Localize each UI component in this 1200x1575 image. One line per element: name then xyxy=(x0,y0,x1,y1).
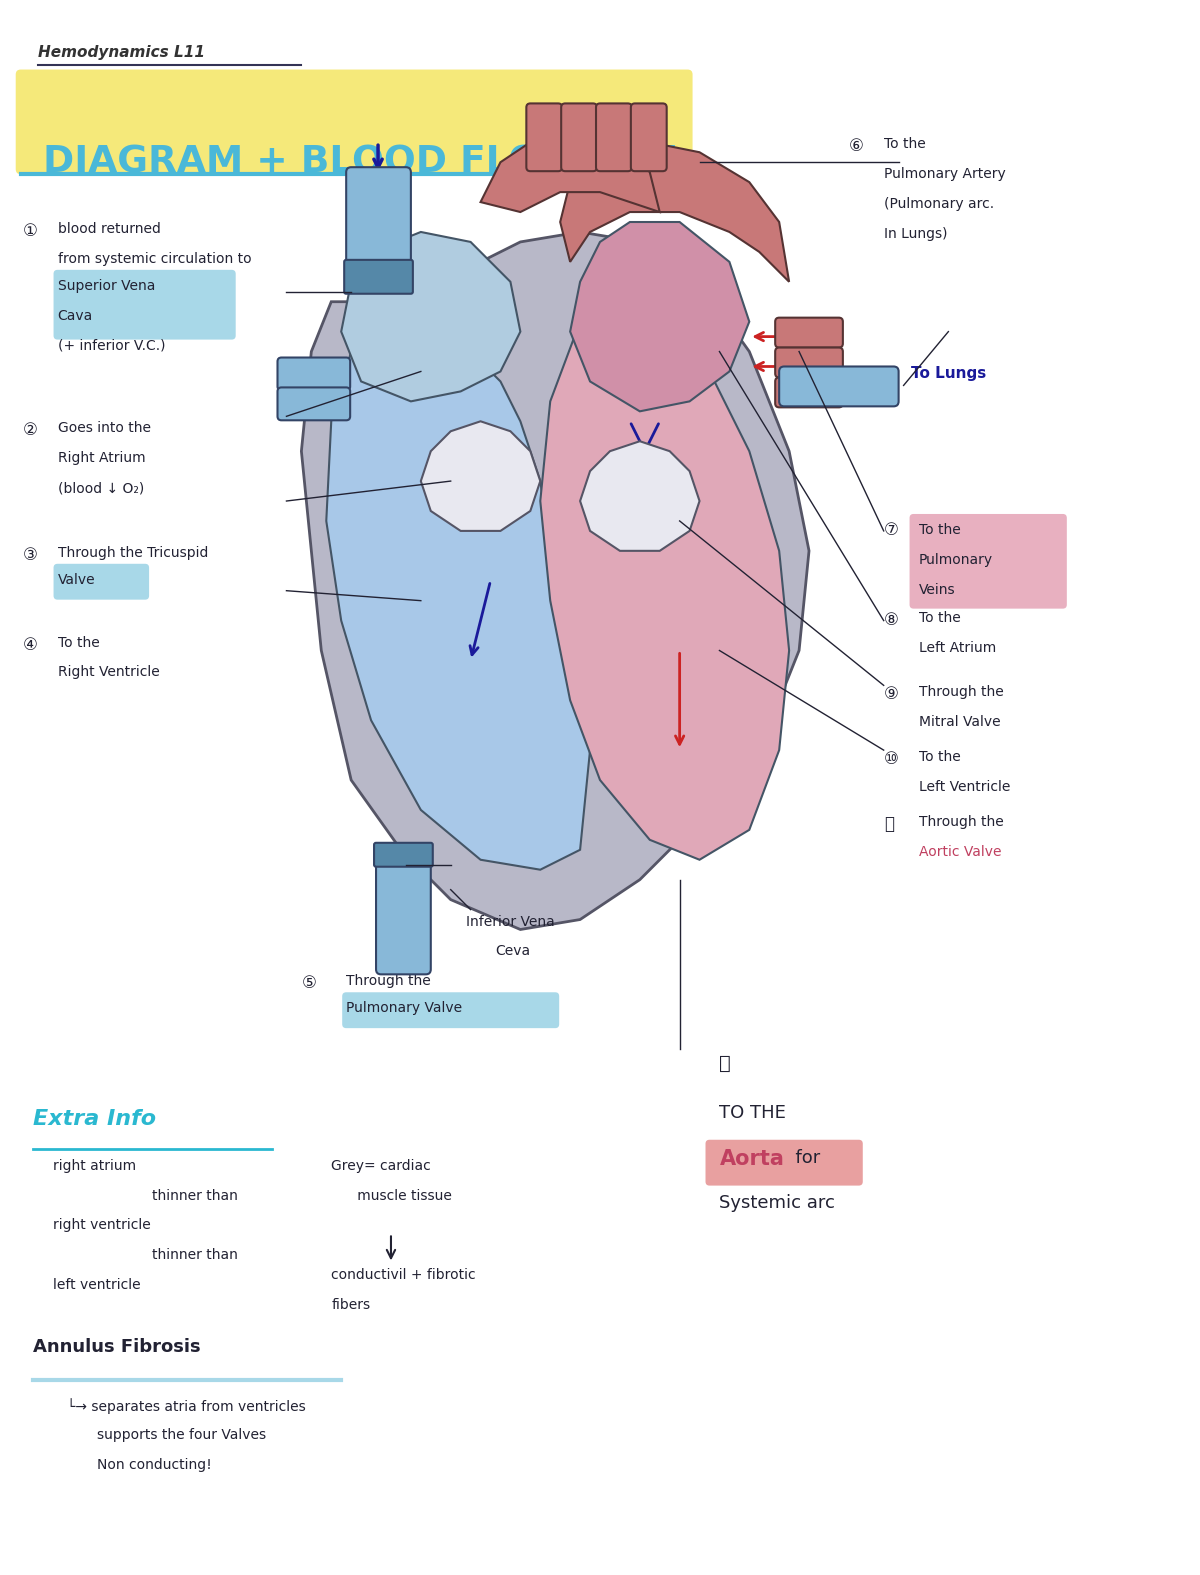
Text: (blood ↓ O₂): (blood ↓ O₂) xyxy=(58,480,144,495)
FancyBboxPatch shape xyxy=(775,378,842,408)
Polygon shape xyxy=(580,441,700,551)
Text: fibers: fibers xyxy=(331,1298,371,1312)
Text: Left Ventricle: Left Ventricle xyxy=(918,780,1010,794)
Text: ⑨: ⑨ xyxy=(883,685,899,704)
Text: Non conducting!: Non conducting! xyxy=(97,1457,212,1471)
Text: supports the four Valves: supports the four Valves xyxy=(97,1427,266,1441)
Text: To the: To the xyxy=(918,523,960,537)
Text: DIAGRAM + BLOOD FLOW  L11: DIAGRAM + BLOOD FLOW L11 xyxy=(42,145,683,180)
Polygon shape xyxy=(560,142,790,282)
Text: ①: ① xyxy=(23,222,37,239)
Text: Pulmonary Artery: Pulmonary Artery xyxy=(883,167,1006,181)
Polygon shape xyxy=(540,282,790,860)
Text: Left Atrium: Left Atrium xyxy=(918,641,996,655)
Polygon shape xyxy=(421,421,540,531)
Text: Through the Tricuspid: Through the Tricuspid xyxy=(58,547,208,559)
Text: Ceva: Ceva xyxy=(496,945,530,959)
FancyBboxPatch shape xyxy=(346,167,410,287)
Text: Pulmonary: Pulmonary xyxy=(918,553,992,567)
Text: To the: To the xyxy=(918,750,960,764)
Text: right atrium: right atrium xyxy=(53,1159,136,1173)
FancyBboxPatch shape xyxy=(562,104,598,172)
Polygon shape xyxy=(301,232,809,929)
Text: Through the: Through the xyxy=(346,975,431,989)
Text: Pulmonary Valve: Pulmonary Valve xyxy=(346,1002,462,1016)
FancyBboxPatch shape xyxy=(342,992,559,1028)
Text: Goes into the: Goes into the xyxy=(58,421,150,435)
Text: left ventricle: left ventricle xyxy=(53,1279,140,1292)
FancyBboxPatch shape xyxy=(344,260,413,295)
FancyBboxPatch shape xyxy=(277,387,350,421)
Polygon shape xyxy=(480,132,660,213)
FancyBboxPatch shape xyxy=(779,367,899,406)
Polygon shape xyxy=(341,232,521,402)
Text: Veins: Veins xyxy=(918,583,955,597)
Text: Right Ventricle: Right Ventricle xyxy=(58,665,160,679)
Polygon shape xyxy=(326,321,590,869)
Text: Hemodynamics L11: Hemodynamics L11 xyxy=(37,44,205,60)
Text: Aortic Valve: Aortic Valve xyxy=(918,844,1001,858)
Text: In Lungs): In Lungs) xyxy=(883,227,947,241)
Text: for: for xyxy=(784,1148,821,1167)
Text: from systemic circulation to: from systemic circulation to xyxy=(58,252,251,266)
Text: ⑩: ⑩ xyxy=(883,750,899,769)
FancyBboxPatch shape xyxy=(775,348,842,378)
Text: Through the: Through the xyxy=(918,814,1003,828)
Text: Systemic arc: Systemic arc xyxy=(720,1194,835,1211)
Text: Right Atrium: Right Atrium xyxy=(58,450,145,465)
Text: Annulus Fibrosis: Annulus Fibrosis xyxy=(32,1339,200,1356)
Text: blood returned: blood returned xyxy=(58,222,161,236)
Text: ⑥: ⑥ xyxy=(848,137,864,156)
Text: Extra Info: Extra Info xyxy=(32,1109,156,1129)
Text: ②: ② xyxy=(23,421,37,439)
Text: thinner than: thinner than xyxy=(152,1189,238,1203)
Text: TO THE: TO THE xyxy=(720,1104,786,1121)
Text: To the: To the xyxy=(58,636,100,649)
FancyBboxPatch shape xyxy=(54,269,235,340)
FancyBboxPatch shape xyxy=(706,1140,863,1186)
Text: conductivil + fibrotic: conductivil + fibrotic xyxy=(331,1268,476,1282)
Text: ⑫: ⑫ xyxy=(720,1054,731,1073)
Text: To the: To the xyxy=(883,137,925,151)
Text: Mitral Valve: Mitral Valve xyxy=(918,715,1000,729)
Text: Inferior Vena: Inferior Vena xyxy=(466,915,554,929)
Text: Aorta: Aorta xyxy=(720,1148,785,1169)
Text: ⑧: ⑧ xyxy=(883,611,899,628)
Text: Grey= cardiac: Grey= cardiac xyxy=(331,1159,431,1173)
Polygon shape xyxy=(570,222,749,411)
FancyBboxPatch shape xyxy=(16,69,692,175)
FancyBboxPatch shape xyxy=(277,358,350,391)
Text: muscle tissue: muscle tissue xyxy=(331,1189,452,1203)
FancyBboxPatch shape xyxy=(527,104,562,172)
FancyBboxPatch shape xyxy=(374,843,433,866)
FancyBboxPatch shape xyxy=(54,564,149,600)
Text: To the: To the xyxy=(918,611,960,625)
FancyBboxPatch shape xyxy=(631,104,667,172)
Text: Valve: Valve xyxy=(58,573,95,587)
FancyBboxPatch shape xyxy=(775,318,842,348)
Text: thinner than: thinner than xyxy=(152,1249,238,1263)
Text: ④: ④ xyxy=(23,636,37,654)
Text: right ventricle: right ventricle xyxy=(53,1219,150,1233)
Text: Superior Vena: Superior Vena xyxy=(58,279,155,293)
FancyBboxPatch shape xyxy=(596,104,632,172)
Text: └→ separates atria from ventricles: └→ separates atria from ventricles xyxy=(67,1399,306,1414)
Text: ⑪: ⑪ xyxy=(883,814,894,833)
FancyBboxPatch shape xyxy=(376,844,431,975)
Text: To Lungs: To Lungs xyxy=(911,367,986,381)
Text: ⑤: ⑤ xyxy=(301,975,317,992)
Text: (Pulmonary arc.: (Pulmonary arc. xyxy=(883,197,994,211)
Text: Cava: Cava xyxy=(58,309,92,323)
Text: Through the: Through the xyxy=(918,685,1003,699)
Text: ⑦: ⑦ xyxy=(883,521,899,539)
Text: ③: ③ xyxy=(23,547,37,564)
FancyBboxPatch shape xyxy=(910,513,1067,608)
Text: (+ inferior V.C.): (+ inferior V.C.) xyxy=(58,339,166,353)
